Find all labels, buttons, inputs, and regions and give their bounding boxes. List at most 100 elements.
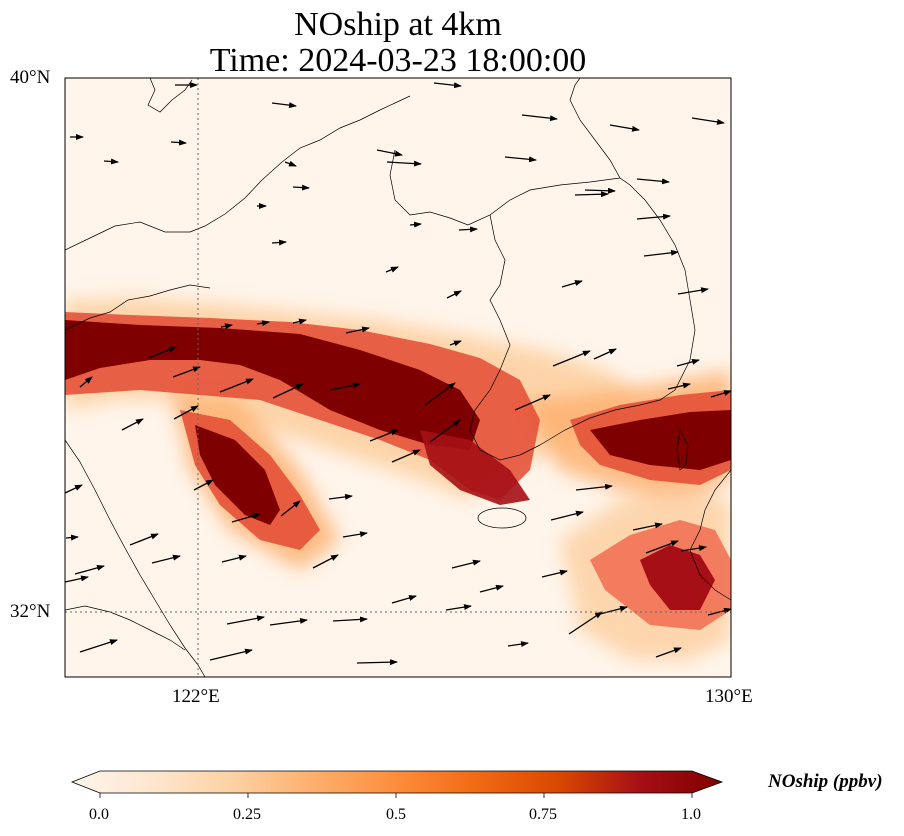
plume-north-core — [65, 320, 480, 450]
colorbar-ticks — [99, 793, 693, 798]
wind-arrow — [103, 158, 119, 165]
wind-arrow — [667, 382, 691, 390]
coast-yangtze — [65, 605, 186, 651]
wind-arrow — [79, 376, 93, 388]
coast-liaodong — [389, 149, 621, 226]
wind-arrow — [599, 605, 628, 615]
wind-arrow — [284, 160, 297, 167]
wind-arrow — [574, 191, 609, 198]
wind-arrow — [271, 239, 287, 246]
plume-mid-red — [420, 430, 530, 505]
plume-branch-core — [195, 425, 280, 525]
wind-arrow — [369, 429, 399, 442]
wind-arrow — [65, 484, 83, 494]
coast-bohai — [147, 78, 193, 113]
map-title-line1: NOship at 4km — [294, 6, 502, 43]
coast-jeju — [477, 507, 527, 529]
wind-arrow — [677, 287, 709, 295]
wind-arrow — [676, 358, 700, 367]
wind-arrow — [636, 178, 670, 185]
coast-china-north — [65, 95, 411, 251]
colorbar-label-1: 1.0 — [681, 806, 701, 823]
lat-tick-40n: 40°N — [10, 67, 51, 88]
map-title-line2: Time: 2024-03-23 18:00:00 — [209, 42, 587, 79]
wind-arrow — [391, 449, 421, 463]
wind-arrow — [151, 554, 181, 564]
colorbar-label-0: 0.0 — [89, 806, 109, 823]
wind-arrow — [645, 540, 679, 554]
wind-arrow — [541, 569, 568, 578]
wind-arrow — [507, 641, 529, 648]
map-frame — [64, 77, 732, 678]
wind-arrow — [385, 266, 399, 273]
wind-arrow — [329, 382, 361, 391]
wind-arrow — [552, 350, 591, 367]
wind-arrow — [292, 318, 307, 325]
wind-vectors — [65, 82, 731, 666]
wind-arrow — [148, 346, 177, 359]
wind-arrow — [504, 156, 537, 163]
wind-arrow — [332, 616, 368, 623]
coastlines — [65, 78, 731, 677]
wind-arrow — [256, 320, 270, 327]
wind-arrow — [458, 226, 478, 233]
wind-arrow — [376, 149, 403, 157]
colorbar-title: NOship (ppbv) — [768, 771, 883, 792]
lon-tick-130e: 130°E — [705, 686, 753, 707]
wind-arrow — [710, 390, 731, 398]
lat-tick-32n: 32°N — [10, 601, 51, 622]
wind-arrow — [691, 117, 725, 125]
wind-arrow — [292, 184, 310, 191]
wind-arrow — [680, 545, 707, 552]
wind-arrow — [280, 500, 301, 517]
colorbar-label-025: 0.25 — [233, 806, 261, 823]
wind-arrow — [79, 639, 118, 653]
wind-arrow — [593, 348, 617, 360]
wind-arrow — [220, 323, 233, 330]
wind-arrow — [342, 531, 368, 538]
coast-china-east — [65, 439, 206, 677]
wind-arrow — [209, 648, 253, 661]
wind-arrow — [356, 659, 398, 666]
wind-arrow — [65, 575, 89, 583]
wind-arrow — [231, 513, 261, 523]
wind-arrow — [424, 382, 456, 406]
lon-tick-122e: 122°E — [172, 686, 220, 707]
coast-shandong — [65, 284, 211, 331]
wind-arrow — [643, 249, 679, 257]
concentration-field — [65, 298, 731, 660]
wind-arrow — [271, 102, 297, 109]
wind-arrow — [65, 534, 79, 541]
wind-arrow — [655, 647, 682, 658]
wind-arrow — [221, 554, 247, 563]
wind-arrow — [129, 533, 159, 546]
wind-arrow — [386, 160, 422, 167]
wind-arrow — [575, 483, 613, 491]
plume-southeast-core — [640, 545, 715, 610]
coast-korea-east — [569, 78, 696, 391]
colorbar-bar — [70, 770, 724, 794]
colorbar-label-075: 0.75 — [529, 806, 557, 823]
wind-arrow — [568, 611, 603, 635]
gridlines — [65, 78, 731, 677]
wind-arrow — [521, 114, 558, 122]
wind-arrow — [479, 584, 504, 593]
wind-arrow — [409, 221, 422, 228]
wind-arrow — [345, 326, 370, 334]
wind-arrow — [609, 124, 640, 132]
wind-arrow — [193, 479, 214, 491]
wind-arrow — [433, 82, 462, 89]
wind-arrow — [449, 340, 462, 347]
wind-arrow — [561, 280, 583, 288]
wind-arrow — [550, 510, 584, 521]
coast-korea-south — [539, 389, 676, 446]
wind-arrow — [584, 187, 616, 194]
wind-arrow — [121, 418, 144, 431]
wind-arrow — [269, 617, 308, 626]
wind-arrow — [391, 595, 417, 604]
wind-arrow — [219, 378, 254, 393]
wind-arrow — [451, 559, 481, 569]
wind-arrow — [272, 383, 304, 399]
wind-arrow — [514, 394, 551, 411]
